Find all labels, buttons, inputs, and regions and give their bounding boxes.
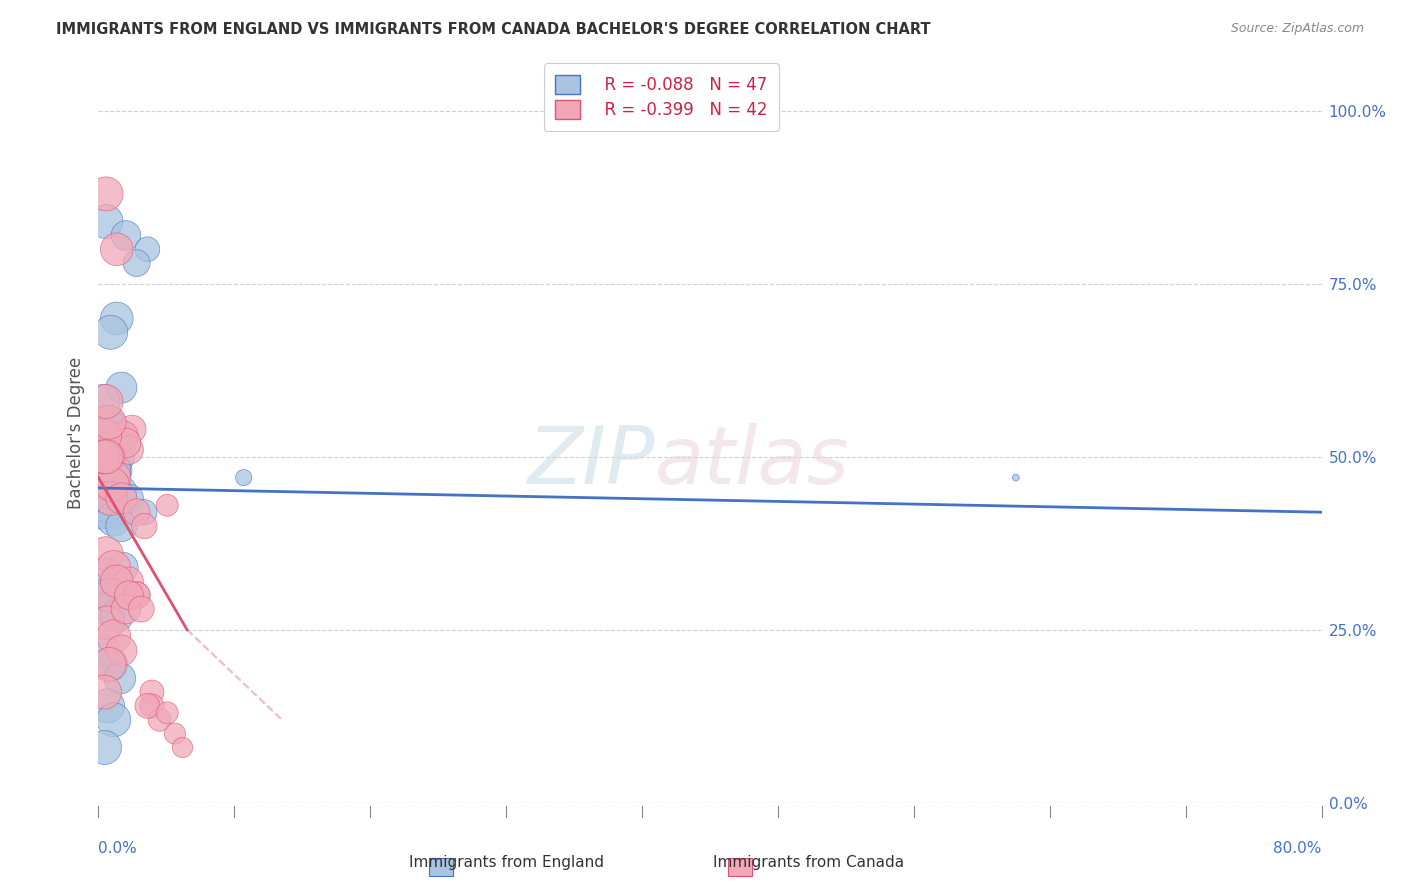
Point (103, 512, 125, 526)
Point (111, 429, 134, 443)
Point (103, 470, 125, 484)
Point (125, 588, 148, 602)
Point (100, 491, 122, 506)
Point (103, 464, 125, 478)
Point (94, 436, 117, 450)
Y-axis label: Bachelor's Degree: Bachelor's Degree (66, 357, 84, 508)
Point (98, 450, 121, 464)
Legend:   R = -0.088   N = 47,   R = -0.399   N = 42: R = -0.088 N = 47, R = -0.399 N = 42 (544, 63, 779, 131)
Text: IMMIGRANTS FROM ENGLAND VS IMMIGRANTS FROM CANADA BACHELOR'S DEGREE CORRELATION : IMMIGRANTS FROM ENGLAND VS IMMIGRANTS FR… (56, 22, 931, 37)
Point (100, 326, 122, 340)
Point (232, 470, 254, 484)
Point (90, 505, 112, 519)
Text: 80.0%: 80.0% (1274, 841, 1322, 855)
Point (125, 588, 148, 602)
Point (118, 442, 141, 457)
Point (172, 740, 194, 755)
Point (101, 588, 124, 602)
Point (111, 560, 134, 574)
Point (101, 422, 124, 436)
Point (103, 436, 125, 450)
Point (98, 657, 121, 672)
Point (163, 726, 186, 740)
Text: 0.0%: 0.0% (98, 841, 138, 855)
Point (91, 450, 114, 464)
Point (136, 698, 159, 713)
Point (101, 477, 124, 491)
Point (94, 450, 117, 464)
Point (115, 436, 138, 450)
Text: Source: ZipAtlas.com: Source: ZipAtlas.com (1230, 22, 1364, 36)
Point (105, 574, 128, 589)
Point (136, 242, 159, 256)
Point (121, 422, 143, 436)
Point (97, 477, 120, 491)
Point (97, 415, 120, 429)
Point (100, 491, 122, 506)
Point (134, 505, 156, 519)
Point (93, 567, 115, 582)
Point (110, 381, 132, 395)
Point (94, 498, 117, 512)
Point (118, 491, 141, 506)
Point (91, 491, 114, 506)
Point (149, 713, 172, 727)
Point (110, 491, 132, 506)
Point (93, 477, 115, 491)
Point (94, 394, 117, 409)
Point (91, 643, 114, 657)
Point (156, 706, 179, 720)
Point (94, 498, 117, 512)
Point (125, 505, 148, 519)
Point (97, 698, 120, 713)
Point (125, 256, 148, 270)
Point (93, 740, 115, 755)
Text: Immigrants from England: Immigrants from England (409, 855, 603, 870)
Point (98, 602, 121, 616)
Point (94, 214, 117, 228)
Point (108, 671, 131, 685)
Point (90, 464, 112, 478)
Point (118, 574, 141, 589)
Point (100, 505, 122, 519)
Point (107, 450, 129, 464)
Point (93, 470, 115, 484)
Point (105, 242, 128, 256)
Point (1004, 470, 1026, 484)
Point (110, 643, 132, 657)
Point (100, 477, 122, 491)
Point (97, 615, 120, 630)
Point (156, 498, 179, 512)
Point (105, 311, 128, 326)
Point (100, 588, 122, 602)
Point (134, 519, 156, 533)
Point (98, 415, 121, 429)
Point (100, 657, 122, 672)
Point (97, 484, 120, 499)
Text: Immigrants from Canada: Immigrants from Canada (713, 855, 904, 870)
Point (93, 429, 115, 443)
Point (105, 609, 128, 624)
Point (104, 464, 127, 478)
Point (110, 519, 132, 533)
Text: atlas: atlas (655, 423, 849, 501)
Point (94, 588, 117, 602)
Point (94, 186, 117, 201)
Point (103, 713, 125, 727)
Point (129, 602, 152, 616)
Point (94, 547, 117, 561)
Point (103, 560, 125, 574)
Point (110, 484, 132, 499)
Point (141, 685, 163, 699)
Point (115, 228, 138, 243)
Point (115, 602, 138, 616)
Point (118, 588, 141, 602)
Point (91, 394, 114, 409)
Point (93, 685, 115, 699)
Text: ZIP: ZIP (527, 423, 655, 501)
Point (97, 450, 120, 464)
Point (141, 698, 163, 713)
Point (103, 630, 125, 644)
Point (93, 464, 115, 478)
